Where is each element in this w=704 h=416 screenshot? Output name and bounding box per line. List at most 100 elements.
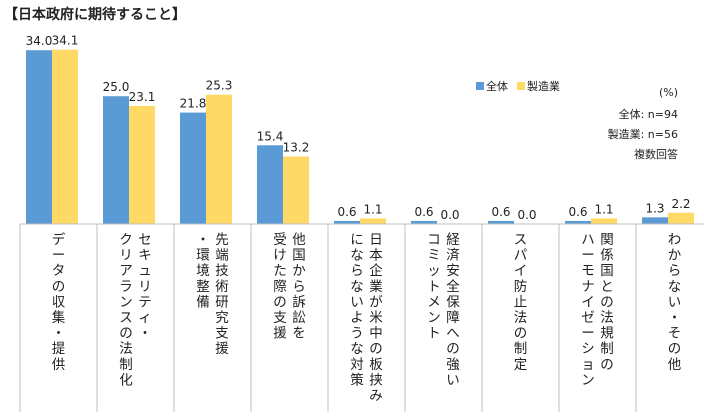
category-label-char: 規 [600,326,614,342]
bar-value-label: 34.1 [52,34,79,48]
category-label-char: と [600,279,614,295]
bar-value-label: 23.1 [129,90,156,104]
bar [103,96,129,224]
category-label-char: い [668,294,682,310]
category-label-char: み [369,388,383,404]
bar [642,217,668,224]
category-label-char: う [350,326,364,342]
category-label-char: 他 [292,232,306,248]
category-label-char: 端 [215,248,229,264]
category-label-char: 経 [446,232,460,248]
category-label-char: イ [514,263,528,279]
category-label-char: か [292,263,306,279]
category-label-char: 挟 [369,372,383,388]
category-label-char: 中 [369,326,383,342]
bar-value-label: 0.6 [337,205,356,219]
category-label-char: 先 [215,232,229,248]
bar [334,220,360,224]
category-label-char: の [119,326,133,342]
legend-swatch [517,82,525,90]
category-label-char: パ [514,248,528,264]
category-label-char: か [668,248,682,264]
category-label-char: ョ [581,357,595,373]
unit-note: (%) [658,86,678,99]
bar-value-label: 0.6 [414,205,433,219]
category-label-char: コ [427,232,441,248]
bar-value-label: 1.1 [594,202,613,216]
category-label-char: 援 [273,326,287,342]
category-label-char: 策 [350,371,364,388]
category-label-char: ・ [138,326,152,342]
bar-value-label: 1.3 [645,201,664,215]
bar-value-label: 1.1 [363,202,382,216]
category-label-char: 提 [52,341,66,357]
bar-value-label: 0.0 [517,208,536,222]
category-label-char: た [273,263,287,279]
category-label-char: 技 [215,263,229,279]
legend-swatch [476,82,484,90]
bar-value-label: 0.0 [440,208,459,222]
category-label-char: 援 [215,341,229,357]
category-label-char: 制 [514,341,528,357]
category-label-char: 備 [196,294,210,310]
category-label-char: ミ [427,248,441,264]
category-label-char: ゼ [581,310,595,326]
chart-title: 【日本政府に期待すること】 [4,7,186,23]
category-label-char: 整 [196,279,210,295]
category-label-char: 他 [668,357,682,373]
category-label-char: 訟 [292,310,306,326]
category-label-char: 受 [273,232,287,248]
category-label-char: な [350,279,364,295]
category-label-char: イ [581,294,595,310]
category-label-char: 法 [119,341,133,357]
category-label-char: 全 [446,278,460,295]
category-label-char: 日 [369,232,383,248]
category-label-char: の [273,294,287,310]
bar [52,49,78,224]
category-label-char: の [52,279,66,295]
bar [360,218,386,224]
category-label-char: ク [119,232,133,248]
category-label-char: な [350,248,364,264]
category-label-char: な [350,341,364,357]
category-label-char: 訴 [292,294,306,310]
category-label-char: 際 [273,279,287,295]
category-label-char: 定 [514,357,528,373]
category-label-char: ト [427,279,441,295]
category-label-char: ス [514,232,528,248]
category-label-char: 収 [52,294,66,310]
category-label-char: ッ [427,263,441,279]
category-label-char: 化 [119,372,133,388]
category-label-char: ・ [668,310,682,326]
category-label-char: 法 [514,310,528,326]
category-label-char: の [514,326,528,342]
category-label-char: ・ [196,232,210,248]
category-label-char: ン [427,310,441,326]
bar [565,220,591,224]
category-label-char: へ [446,326,460,342]
bar-value-label: 15.4 [257,129,284,143]
category-label-char: 支 [215,326,229,342]
bar-value-label: 34.0 [26,34,53,48]
sample-note-mfg: 製造業: n=56 [607,128,678,141]
category-label-char: ー [581,248,595,264]
bar-value-label: 25.0 [103,80,130,94]
category-label-char: 究 [215,310,229,326]
category-label-char: の [668,341,682,357]
category-label-char: が [369,294,383,310]
bar-value-label: 0.6 [568,205,587,219]
category-label-char: 保 [446,294,460,310]
category-label-char: ス [119,310,133,326]
category-label-char: 強 [446,357,460,373]
category-label-char: 国 [292,248,306,264]
category-label-char: 企 [369,262,383,279]
category-label-char: 防 [514,279,528,295]
category-label-char: ら [668,263,682,279]
category-label-char: 本 [369,248,383,264]
bar [411,220,437,224]
category-label-char: 対 [350,357,364,373]
category-label-char: ュ [138,263,152,279]
bar-value-label: 0.6 [491,205,510,219]
category-label-char: 制 [119,357,133,373]
